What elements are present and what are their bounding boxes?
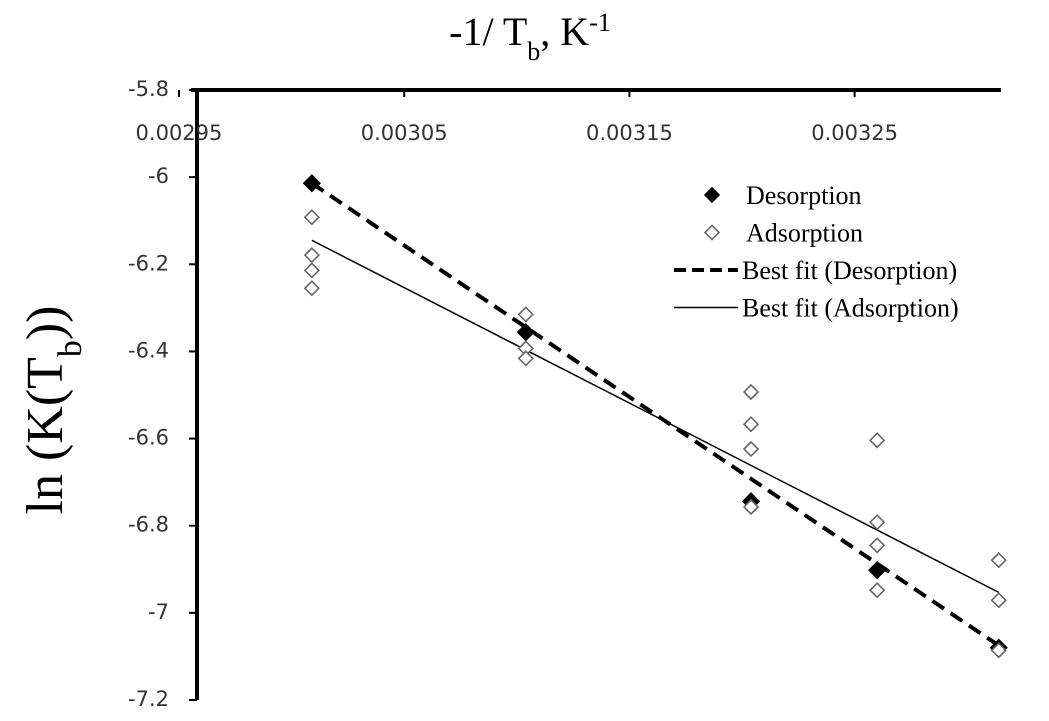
point (303, 280, 320, 297)
fit-line (310, 181, 1000, 648)
legend-label: Desorption (746, 181, 862, 210)
y-tick-label: -5.8 (128, 77, 169, 101)
y-tick-label: -6.2 (128, 251, 169, 275)
legend-label: Best fit (Desorption) (742, 256, 957, 285)
legend-label: Adsorption (746, 219, 863, 248)
point (303, 209, 320, 226)
x-tick-label: 0.00305 (361, 121, 448, 145)
point (742, 440, 760, 458)
point (742, 498, 760, 516)
label-part: , K (540, 9, 589, 54)
point (742, 383, 760, 401)
label-part: b (527, 37, 540, 66)
label-part: ln (K(T (17, 357, 74, 514)
point (742, 416, 760, 433)
point (517, 350, 534, 367)
y-axis-label: ln (K(Tb)) (17, 306, 89, 515)
x-tick-label: 0.00295 (136, 121, 223, 145)
y-tick-label: -7.2 (128, 687, 169, 711)
point (869, 582, 886, 599)
label-part: )) (17, 306, 74, 341)
point (516, 323, 535, 342)
y-tick-label: -7 (148, 600, 169, 624)
point (869, 514, 886, 531)
x-axis-label: -1/ Tb, K-1 (449, 8, 611, 66)
label-part: b (52, 340, 89, 357)
label-part: -1/ T (449, 9, 527, 54)
fit-line (311, 239, 1000, 594)
x-tick-label: 0.00325 (811, 121, 898, 145)
point (990, 592, 1007, 609)
point (303, 262, 320, 279)
point (517, 306, 534, 323)
point (990, 642, 1007, 659)
legend-marker (703, 224, 721, 241)
legend-marker (703, 186, 721, 204)
y-tick-label: -6.6 (128, 426, 169, 450)
y-tick-label: -6.4 (128, 338, 169, 362)
point (869, 432, 886, 449)
legend-label: Best fit (Adsorption) (742, 294, 959, 323)
y-tick-label: -6 (148, 164, 169, 188)
point (303, 247, 320, 264)
x-tick-label: 0.00315 (586, 121, 673, 145)
label-part: -1 (589, 8, 611, 37)
y-tick-label: -6.8 (128, 513, 169, 537)
point (302, 174, 321, 193)
point (868, 561, 887, 580)
point (990, 552, 1007, 569)
point (869, 537, 886, 554)
